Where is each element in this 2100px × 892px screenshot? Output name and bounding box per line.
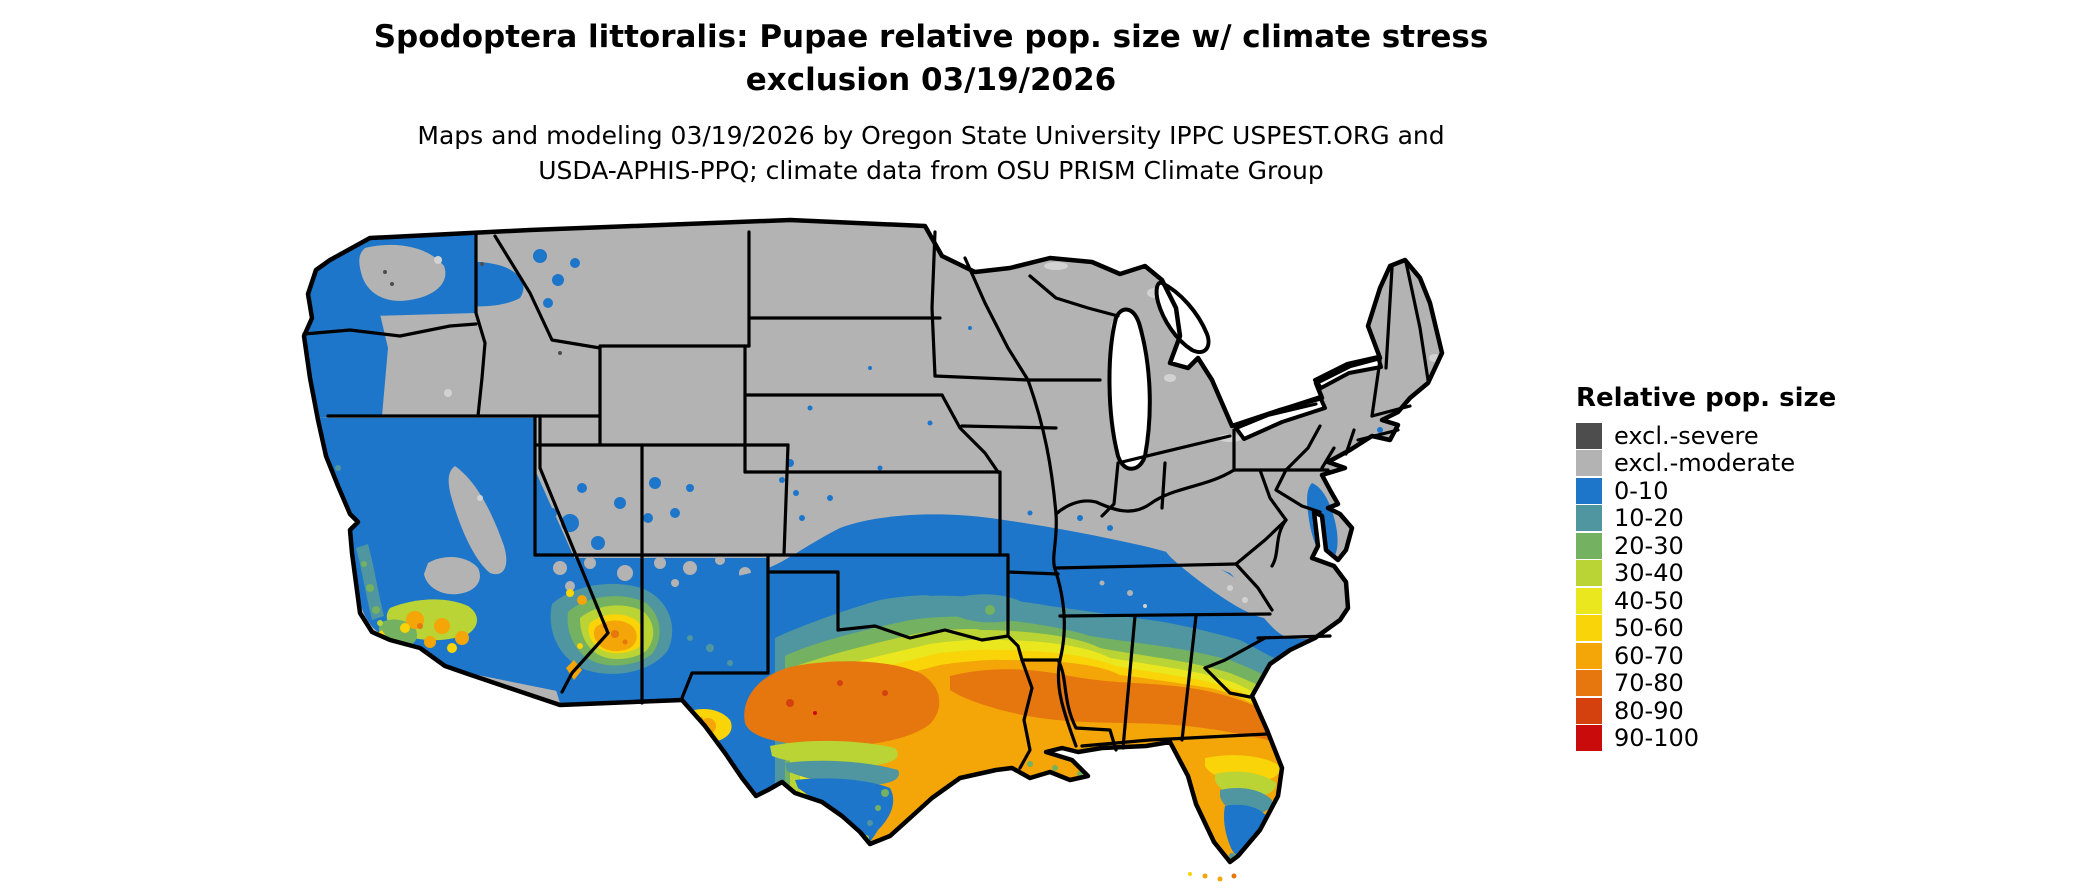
legend-swatch (1576, 477, 1602, 504)
legend-label: 10-20 (1614, 504, 1684, 533)
us-map (301, 217, 1445, 882)
legend-label: 20-30 (1614, 531, 1684, 560)
legend-swatch (1576, 670, 1602, 697)
west-gray-layer (359, 244, 751, 595)
legend-swatch (1576, 450, 1602, 477)
state-borders (302, 230, 1430, 770)
legend-label: 70-80 (1614, 669, 1684, 698)
legend-row: 60-70 (1576, 642, 1896, 670)
legend-swatch (1576, 615, 1602, 642)
legend-swatch (1576, 642, 1602, 669)
legend-swatch (1576, 697, 1602, 724)
legend-row: 90-100 (1576, 724, 1896, 753)
legend-row: 30-40 (1576, 559, 1896, 588)
figure-title-line2: exclusion 03/19/2026 (745, 62, 1117, 98)
figure-subtitle-line2: USDA-APHIS-PPQ; climate data from OSU PR… (538, 156, 1324, 185)
south-texas-layer (770, 740, 899, 846)
legend-label: excl.-moderate (1614, 449, 1796, 478)
title-block: Spodoptera littoralis: Pupae relative po… (0, 16, 1862, 102)
legend-row: 20-30 (1576, 532, 1896, 560)
legend-swatch (1576, 587, 1602, 614)
legend-label: 80-90 (1614, 696, 1684, 725)
map-fill-layers (304, 220, 1442, 862)
lake-ontario-shape (1313, 355, 1383, 390)
legend-label: 50-60 (1614, 614, 1684, 643)
legend-row: 50-60 (1576, 614, 1896, 643)
subtitle-block: Maps and modeling 03/19/2026 by Oregon S… (0, 118, 1862, 188)
legend-swatch (1576, 532, 1602, 559)
texas-hotspot-layer (684, 661, 940, 747)
legend-swatch (1576, 505, 1602, 532)
florida-keys (1188, 872, 1237, 882)
legend-row: excl.-severe (1576, 422, 1896, 450)
legend-row: excl.-moderate (1576, 449, 1896, 478)
legend-title: Relative pop. size (1576, 383, 1837, 413)
figure-subtitle-line1: Maps and modeling 03/19/2026 by Oregon S… (417, 121, 1445, 150)
map-legend: Relative pop. size excl.-severe excl.-mod… (1576, 383, 1896, 752)
legend-swatch (1576, 560, 1602, 587)
midband-detail-layer (842, 510, 1266, 623)
legend-row: 70-80 (1576, 669, 1896, 698)
us-outline (301, 217, 1445, 865)
legend-swatch (1576, 725, 1602, 752)
figure-title-line1: Spodoptera littoralis: Pupae relative po… (373, 19, 1489, 55)
legend-row: 40-50 (1576, 587, 1896, 615)
legend-row: 10-20 (1576, 504, 1896, 533)
legend-label: 30-40 (1614, 559, 1684, 588)
legend-label: 40-50 (1614, 586, 1684, 615)
legend-row: 80-90 (1576, 697, 1896, 725)
legend-entries: excl.-severe excl.-moderate 0-10 10-20 20-30… (1576, 422, 1896, 752)
legend-swatch (1576, 422, 1602, 449)
map-area (230, 168, 1560, 892)
legend-label: 60-70 (1614, 641, 1684, 670)
legend-label: 0-10 (1614, 476, 1669, 505)
legend-row: 0-10 (1576, 477, 1896, 505)
legend-label: 90-100 (1614, 724, 1700, 753)
legend-label: excl.-severe (1614, 421, 1759, 450)
lake-michigan-shape (1107, 307, 1152, 471)
